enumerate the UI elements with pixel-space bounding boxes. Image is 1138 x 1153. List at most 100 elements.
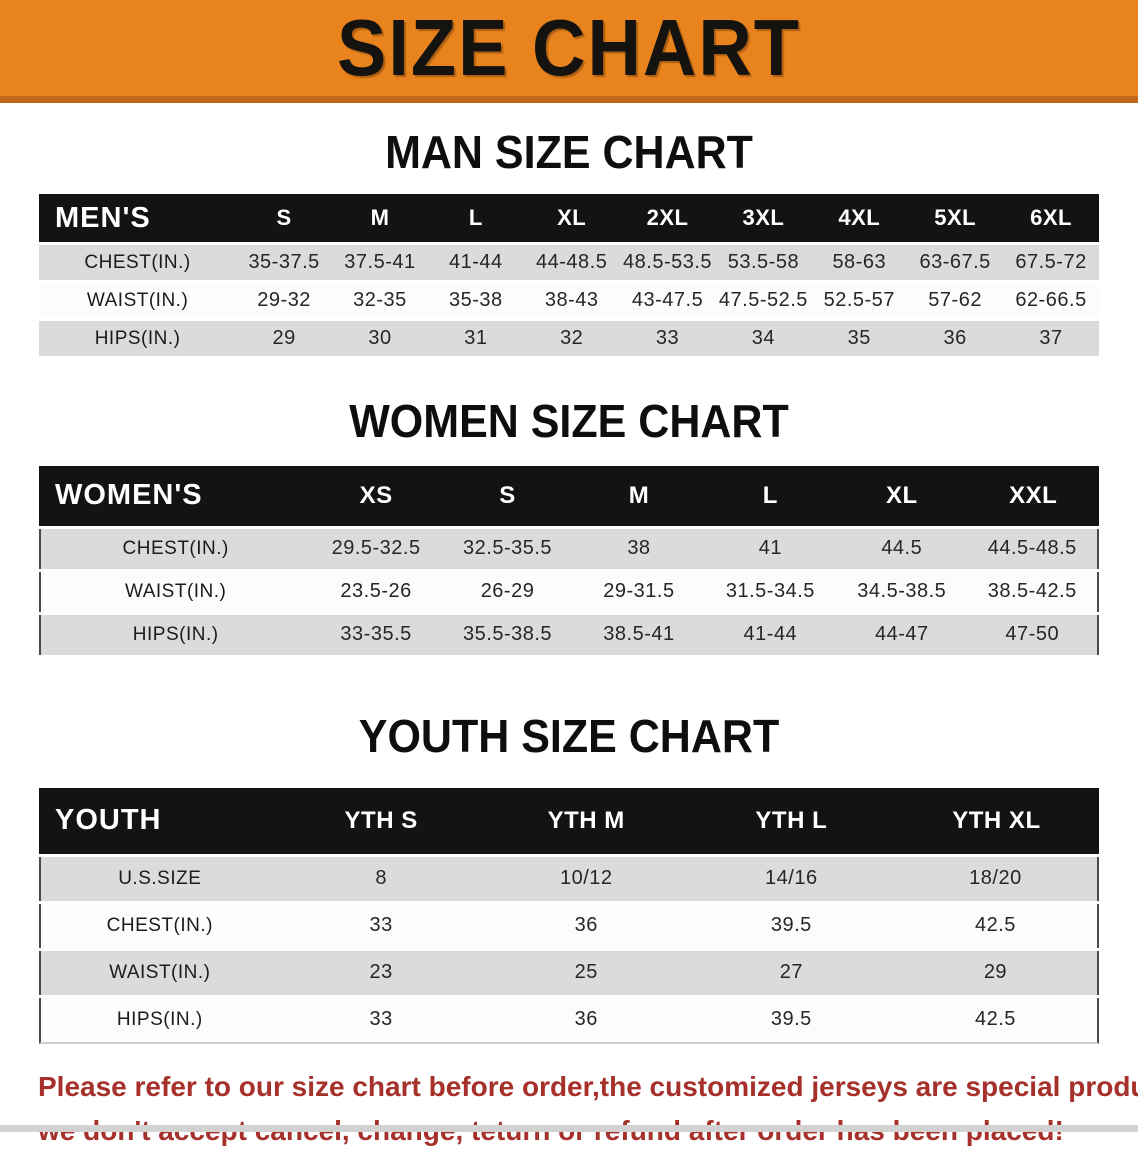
- men-table-body: CHEST(IN.) 35-37.5 37.5-41 41-44 44-48.5 48.5…: [39, 245, 1099, 357]
- size-value: 35-37.5: [236, 245, 333, 281]
- men-col-l: L: [427, 194, 524, 243]
- youth-row-hips-in: HIPS(IN.) 33 36 39.5 42.5: [39, 997, 1099, 1044]
- women-col-m: M: [573, 465, 705, 526]
- size-value: 32.5-35.5: [441, 528, 574, 569]
- size-value: 33: [278, 903, 484, 948]
- women-row-chest-in: CHEST(IN.) 29.5-32.5 32.5-35.5 38 41 44.5 44.5…: [39, 528, 1099, 569]
- size-value: 67.5-72: [1003, 245, 1099, 281]
- size-value: 27: [688, 950, 894, 995]
- size-value: 41-44: [427, 245, 524, 281]
- youth-col-yth-xl: YTH XL: [893, 787, 1099, 854]
- bottom-edge-strip: [0, 1125, 1138, 1132]
- youth-header-row: YOUTH YTH S YTH M YTH L YTH XL: [39, 787, 1099, 854]
- youth-col-yth-m: YTH M: [483, 787, 689, 854]
- size-chart-banner: SIZE CHART: [0, 0, 1138, 103]
- women-size-chart-title: WOMEN SIZE CHART: [349, 396, 789, 449]
- size-value: 35-38: [427, 283, 524, 319]
- men-header-row: MEN'S S M L XL 2XL 3XL 4XL 5XL 6XL: [39, 194, 1099, 243]
- row-label: WAIST(IN.): [39, 571, 311, 612]
- size-value: 58-63: [811, 245, 908, 281]
- women-row-waist-in: WAIST(IN.) 23.5-26 26-29 29-31.5 31.5-34.5 34…: [39, 571, 1099, 612]
- size-value: 53.5-58: [715, 245, 812, 281]
- size-value: 23: [278, 950, 484, 995]
- size-value: 35: [811, 321, 908, 357]
- disclaimer: Please refer to our size chart before or…: [0, 1065, 1138, 1153]
- size-value: 29: [236, 321, 333, 357]
- men-col-4xl: 4XL: [811, 194, 908, 243]
- men-col-5xl: 5XL: [907, 194, 1004, 243]
- size-value: 48.5-53.5: [619, 245, 716, 281]
- size-value: 37.5-41: [332, 245, 428, 281]
- women-size-table: WOMEN'S XS S M L XL XXL CHEST(IN.) 29.5-32.5 32.…: [39, 463, 1099, 658]
- size-value: 38: [573, 528, 705, 569]
- youth-table-body: U.S.SIZE 8 10/12 14/16 18/20 CHEST(IN.) 33 36 39…: [39, 856, 1099, 1044]
- men-col-xl: XL: [523, 194, 620, 243]
- size-value: 44.5: [836, 528, 968, 569]
- women-table-head: WOMEN'S XS S M L XL XXL: [39, 465, 1099, 526]
- size-value: 44-47: [836, 614, 968, 655]
- size-value: 29: [893, 950, 1099, 995]
- men-col-3xl: 3XL: [715, 194, 812, 243]
- women-table-label: WOMEN'S: [39, 465, 311, 526]
- youth-col-yth-l: YTH L: [688, 787, 894, 854]
- size-value: 39.5: [688, 903, 894, 948]
- youth-row-u-s-size: U.S.SIZE 8 10/12 14/16 18/20: [39, 856, 1099, 901]
- men-col-m: M: [332, 194, 428, 243]
- size-value: 33: [278, 997, 484, 1044]
- size-value: 33: [619, 321, 716, 357]
- size-value: 39.5: [688, 997, 894, 1044]
- row-label: HIPS(IN.): [39, 997, 279, 1044]
- size-value: 30: [332, 321, 428, 357]
- men-size-table: MEN'S S M L XL 2XL 3XL 4XL 5XL 6XL CHEST(IN.) 35-3…: [39, 191, 1099, 359]
- size-value: 36: [483, 903, 689, 948]
- size-value: 34.5-38.5: [836, 571, 968, 612]
- size-value: 57-62: [907, 283, 1004, 319]
- size-value: 47-50: [967, 614, 1099, 655]
- women-header-row: WOMEN'S XS S M L XL XXL: [39, 465, 1099, 526]
- row-label: HIPS(IN.): [39, 321, 237, 357]
- size-value: 41: [704, 528, 837, 569]
- man-size-chart-title: MAN SIZE CHART: [385, 127, 753, 179]
- women-col-s: S: [441, 465, 574, 526]
- size-value: 31: [427, 321, 524, 357]
- disclaimer-line-1: Please refer to our size chart before or…: [38, 1070, 1138, 1102]
- size-value: 29.5-32.5: [310, 528, 442, 569]
- size-value: 44-48.5: [523, 245, 620, 281]
- size-value: 41-44: [704, 614, 837, 655]
- size-value: 14/16: [688, 856, 894, 901]
- size-value: 32: [523, 321, 620, 357]
- size-value: 62-66.5: [1003, 283, 1099, 319]
- size-value: 38.5-42.5: [967, 571, 1099, 612]
- women-col-xs: XS: [310, 465, 442, 526]
- size-value: 8: [278, 856, 484, 901]
- men-row-waist-in: WAIST(IN.) 29-32 32-35 35-38 38-43 43-47.5 47.…: [39, 283, 1099, 319]
- row-label: CHEST(IN.): [39, 245, 237, 281]
- men-col-6xl: 6XL: [1003, 194, 1099, 243]
- size-value: 37: [1003, 321, 1099, 357]
- row-label: U.S.SIZE: [39, 856, 279, 901]
- size-value: 52.5-57: [811, 283, 908, 319]
- women-table-body: CHEST(IN.) 29.5-32.5 32.5-35.5 38 41 44.5 44.5…: [39, 528, 1099, 655]
- youth-size-chart-title: YOUTH SIZE CHART: [358, 710, 780, 763]
- men-row-hips-in: HIPS(IN.) 29 30 31 32 33 34 35 36 37: [39, 321, 1099, 357]
- men-col-s: S: [236, 194, 333, 243]
- size-value: 26-29: [441, 571, 574, 612]
- size-value: 23.5-26: [310, 571, 442, 612]
- men-table-label: MEN'S: [39, 194, 237, 243]
- size-value: 38-43: [523, 283, 620, 319]
- size-value: 36: [483, 997, 689, 1044]
- youth-row-chest-in: CHEST(IN.) 33 36 39.5 42.5: [39, 903, 1099, 948]
- row-label: CHEST(IN.): [39, 528, 311, 569]
- size-value: 33-35.5: [310, 614, 442, 655]
- men-table-head: MEN'S S M L XL 2XL 3XL 4XL 5XL 6XL: [39, 194, 1099, 243]
- size-value: 42.5: [893, 903, 1099, 948]
- row-label: WAIST(IN.): [39, 950, 279, 995]
- size-value: 31.5-34.5: [704, 571, 837, 612]
- size-value: 29-32: [236, 283, 333, 319]
- women-row-hips-in: HIPS(IN.) 33-35.5 35.5-38.5 38.5-41 41-44 44-…: [39, 614, 1099, 655]
- size-value: 38.5-41: [573, 614, 705, 655]
- size-value: 35.5-38.5: [441, 614, 574, 655]
- size-value: 25: [483, 950, 689, 995]
- men-row-chest-in: CHEST(IN.) 35-37.5 37.5-41 41-44 44-48.5 48.5…: [39, 245, 1099, 281]
- size-value: 34: [715, 321, 812, 357]
